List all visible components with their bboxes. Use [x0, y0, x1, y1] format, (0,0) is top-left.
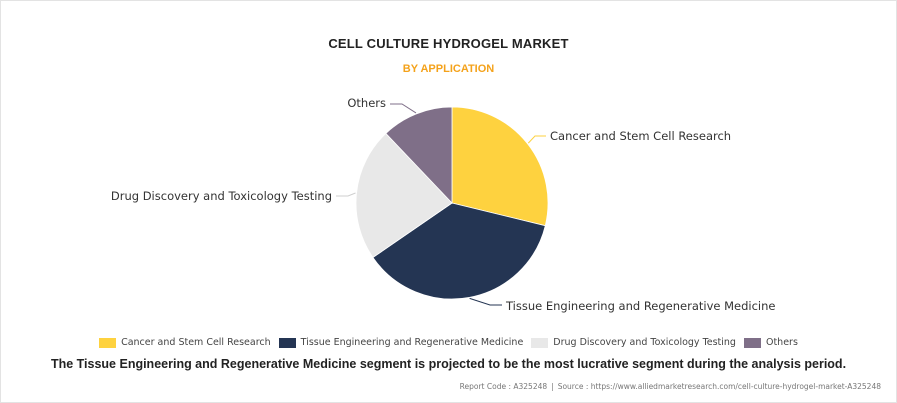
leader-line-drug: [336, 192, 356, 197]
legend-swatch: [743, 337, 761, 348]
legend-item-tissue[interactable]: Tissue Engineering and Regenerative Medi…: [278, 337, 524, 348]
slice-label-others: Others: [347, 96, 386, 110]
report-code: Report Code : A325248: [459, 382, 548, 391]
leader-line-cancer: [527, 135, 546, 144]
legend-label: Tissue Engineering and Regenerative Medi…: [300, 337, 524, 348]
pie-slice-cancer[interactable]: [451, 106, 549, 227]
pie-slice-drug[interactable]: [355, 132, 453, 259]
chart-title: CELL CULTURE HYDROGEL MARKET: [328, 36, 569, 51]
leader-line-others: [390, 103, 417, 114]
chart-legend: Cancer and Stem Cell Research Tissue Eng…: [0, 337, 897, 348]
legend-label: Cancer and Stem Cell Research: [121, 337, 271, 348]
legend-item-cancer[interactable]: Cancer and Stem Cell Research: [99, 337, 271, 348]
source-text: Source : https://www.alliedmarketresearc…: [557, 382, 881, 391]
chart-footnote: The Tissue Engineering and Regenerative …: [50, 357, 847, 371]
legend-swatch: [278, 337, 296, 348]
slice-label-drug: Drug Discovery and Toxicology Testing: [111, 189, 332, 203]
chart-subtitle: BY APPLICATION: [402, 63, 495, 75]
source-line: Report Code : A325248 | Source : https://w…: [460, 382, 881, 391]
slice-label-tissue: Tissue Engineering and Regenerative Medi…: [505, 299, 776, 313]
leader-line-tissue: [469, 297, 502, 306]
legend-swatch: [99, 337, 117, 348]
legend-label: Drug Discovery and Toxicology Testing: [553, 337, 736, 348]
pie-slice-tissue[interactable]: [372, 202, 546, 300]
source-separator: |: [551, 382, 554, 391]
legend-item-others[interactable]: Others: [743, 337, 798, 348]
legend-swatch: [531, 337, 549, 348]
pie-chart: Cancer and Stem Cell Research Tissue Engi…: [111, 96, 776, 313]
slice-label-cancer: Cancer and Stem Cell Research: [550, 129, 731, 143]
legend-label: Others: [765, 337, 798, 348]
pie-slice-others[interactable]: [385, 106, 453, 205]
legend-item-drug[interactable]: Drug Discovery and Toxicology Testing: [531, 337, 736, 348]
